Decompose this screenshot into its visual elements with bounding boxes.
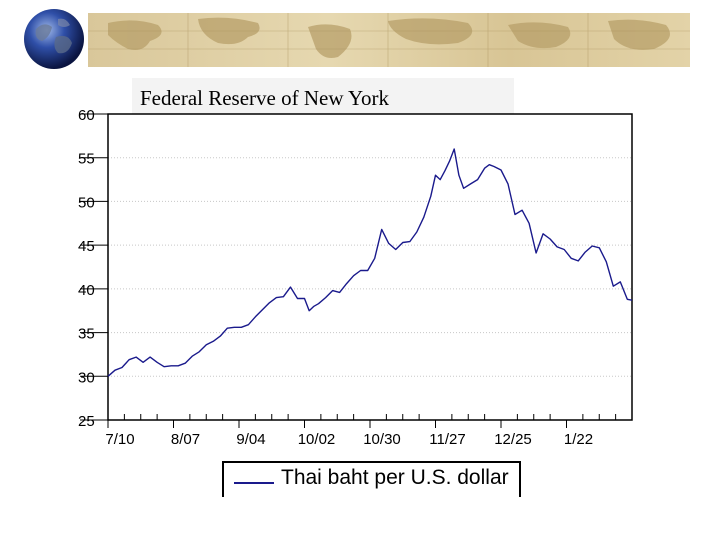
x-tick-label: 11/27 bbox=[429, 431, 465, 448]
x-tick-label: 12/25 bbox=[494, 431, 532, 448]
x-tick-label: 9/04 bbox=[236, 431, 265, 448]
legend-label: Thai baht per U.S. dollar bbox=[281, 466, 509, 489]
y-tick-label: 60 bbox=[78, 107, 95, 124]
y-tick-label: 55 bbox=[78, 151, 95, 168]
x-tick-label: 1/22 bbox=[564, 431, 593, 448]
x-tick-label: 8/07 bbox=[171, 431, 200, 448]
x-tick-label: 10/30 bbox=[363, 431, 401, 448]
globe-icon bbox=[22, 7, 86, 71]
x-tick-label: 7/10 bbox=[105, 431, 134, 448]
source-label-box: Federal Reserve of New York bbox=[132, 78, 514, 114]
y-tick-label: 25 bbox=[78, 413, 95, 430]
y-tick-label: 35 bbox=[78, 326, 95, 343]
y-tick-label: 50 bbox=[78, 194, 95, 211]
y-tick-label: 40 bbox=[78, 282, 95, 299]
legend: Thai baht per U.S. dollar bbox=[222, 461, 521, 497]
series-line-thai-baht bbox=[107, 148, 633, 377]
y-tick-label: 45 bbox=[78, 238, 95, 255]
legend-swatch bbox=[234, 482, 274, 484]
world-map-banner bbox=[88, 13, 690, 67]
y-tick-label: 30 bbox=[78, 369, 95, 386]
x-tick-label: 10/02 bbox=[298, 431, 336, 448]
source-label: Federal Reserve of New York bbox=[140, 86, 390, 110]
